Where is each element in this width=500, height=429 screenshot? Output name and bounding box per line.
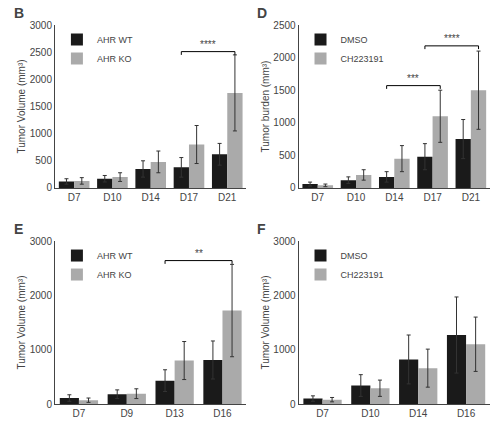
svg-text:CH223191: CH223191 [341, 54, 384, 64]
svg-text:D10: D10 [103, 192, 122, 203]
svg-text:D16: D16 [213, 408, 232, 419]
svg-text:0: 0 [290, 399, 296, 410]
svg-text:D7: D7 [68, 192, 81, 203]
svg-text:3000: 3000 [30, 20, 53, 31]
svg-text:D21: D21 [218, 192, 237, 203]
svg-text:DMSO: DMSO [341, 35, 368, 45]
svg-text:D17: D17 [423, 192, 442, 203]
svg-text:0: 0 [46, 399, 52, 410]
svg-text:3000: 3000 [30, 236, 53, 247]
svg-text:***: *** [407, 73, 419, 84]
svg-text:D7: D7 [316, 408, 329, 419]
svg-text:D7: D7 [311, 192, 324, 203]
svg-text:D14: D14 [409, 408, 428, 419]
svg-text:B: B [14, 5, 24, 21]
svg-text:D16: D16 [457, 408, 476, 419]
svg-text:2500: 2500 [30, 47, 53, 58]
svg-text:Tumor Volume (mm³): Tumor Volume (mm³) [16, 275, 27, 369]
svg-text:F: F [257, 221, 266, 237]
svg-text:1500: 1500 [273, 85, 296, 96]
svg-text:3000: 3000 [273, 236, 296, 247]
svg-text:0: 0 [46, 182, 52, 193]
svg-text:Tumor Volume (mm³): Tumor Volume (mm³) [16, 59, 27, 153]
svg-text:AHR WT: AHR WT [97, 251, 133, 261]
svg-text:D14: D14 [385, 192, 404, 203]
svg-text:****: **** [200, 39, 216, 50]
svg-text:1000: 1000 [273, 344, 296, 355]
svg-text:AHR KO: AHR KO [97, 270, 132, 280]
svg-text:2000: 2000 [273, 52, 296, 63]
svg-text:D21: D21 [462, 192, 481, 203]
svg-text:DMSO: DMSO [341, 251, 368, 261]
svg-text:1000: 1000 [273, 117, 296, 128]
svg-text:****: **** [444, 33, 460, 44]
svg-text:Tumor Volume (mm³): Tumor Volume (mm³) [260, 275, 271, 369]
svg-text:D10: D10 [361, 408, 380, 419]
svg-text:AHR WT: AHR WT [97, 35, 133, 45]
svg-text:E: E [14, 221, 23, 237]
svg-text:CH223191: CH223191 [341, 270, 384, 280]
svg-text:Tumor burden (mm³): Tumor burden (mm³) [260, 61, 271, 153]
svg-text:0: 0 [290, 182, 296, 193]
svg-text:D9: D9 [120, 408, 133, 419]
svg-text:1000: 1000 [30, 128, 53, 139]
svg-text:D7: D7 [73, 408, 86, 419]
svg-text:2000: 2000 [273, 290, 296, 301]
svg-text:D17: D17 [180, 192, 199, 203]
svg-text:500: 500 [35, 155, 52, 166]
svg-text:1000: 1000 [30, 344, 53, 355]
svg-text:2000: 2000 [30, 74, 53, 85]
svg-text:2500: 2500 [273, 20, 296, 31]
svg-text:D13: D13 [165, 408, 184, 419]
svg-text:D: D [257, 5, 267, 21]
svg-text:**: ** [195, 248, 203, 259]
svg-text:AHR KO: AHR KO [97, 54, 132, 64]
svg-text:D14: D14 [142, 192, 161, 203]
svg-text:2000: 2000 [30, 290, 53, 301]
svg-text:500: 500 [279, 150, 296, 161]
svg-text:1500: 1500 [30, 101, 53, 112]
svg-text:D10: D10 [347, 192, 366, 203]
